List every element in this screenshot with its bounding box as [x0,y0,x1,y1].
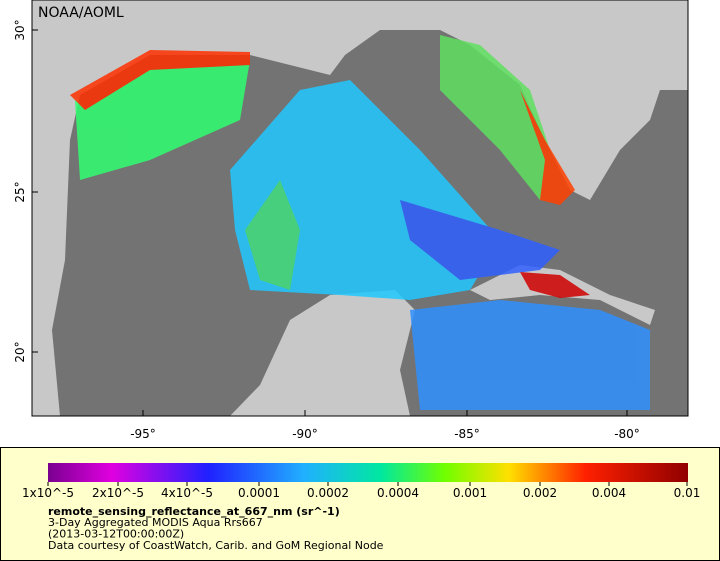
colorbar-label: 0.004 [592,486,626,500]
colorbar-label: 0.01 [674,486,701,500]
lat-label: 20° [13,341,27,362]
data-patch [520,90,575,205]
colorbar-label: 1x10^-5 [22,486,74,500]
colorbar-label: 0.0004 [377,486,419,500]
data-patch [440,35,560,200]
lat-labels: 30° 25° 20° [13,19,38,363]
data-patch [400,200,560,280]
colorbar-label: 0.0002 [307,486,349,500]
lon-label: -90° [292,427,318,441]
colorbar-label: 0.001 [453,486,487,500]
map-title: NOAA/AOML [38,5,124,21]
lon-label: -85° [454,427,480,441]
data-patch [75,60,250,180]
data-patch [520,272,590,298]
lon-label: -95° [130,427,156,441]
legend-line: 3-Day Aggregated MODIS Aqua Rrs667 [48,516,263,529]
legend-line: (2013-03-12T00:00:00Z) [48,528,184,541]
lat-label: 30° [13,19,27,40]
data-patch [70,50,250,110]
data-patch [410,300,650,410]
legend-line: Data courtesy of CoastWatch, Carib. and … [48,539,384,552]
colorbar-label: 0.0001 [238,486,280,500]
colorbar-label: 2x10^-5 [92,486,144,500]
data-patch [245,180,300,290]
legend-lines: 3-Day Aggregated MODIS Aqua Rrs667(2013-… [48,516,384,552]
variable-name: remote_sensing_reflectance_at_667_nm (sr… [48,505,340,518]
colorbar [48,463,688,482]
map-frame [31,0,689,417]
colorbar-ticks: 1x10^-5 2x10^-5 4x10^-5 0.0001 0.0002 0.0004 0… [22,482,700,500]
colorbar-label: 4x10^-5 [161,486,213,500]
lon-labels: -95° -90° -85° -80° [130,410,640,441]
lon-label: -80° [614,427,640,441]
reflectance-overlay [70,35,650,410]
lat-label: 25° [13,181,27,202]
colorbar-label: 0.002 [523,486,557,500]
